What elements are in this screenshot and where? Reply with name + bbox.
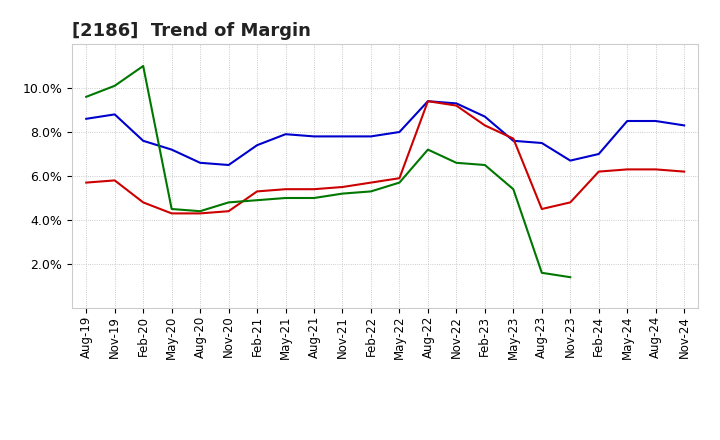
Ordinary Income: [680, 123, 688, 128]
Net Income: [652, 167, 660, 172]
Ordinary Income: [423, 99, 432, 104]
Operating Cashflow: [338, 191, 347, 196]
Operating Cashflow: [509, 187, 518, 192]
Net Income: [566, 200, 575, 205]
Ordinary Income: [310, 134, 318, 139]
Ordinary Income: [282, 132, 290, 137]
Operating Cashflow: [110, 83, 119, 88]
Net Income: [196, 211, 204, 216]
Net Income: [537, 206, 546, 212]
Net Income: [395, 176, 404, 181]
Net Income: [167, 211, 176, 216]
Ordinary Income: [537, 140, 546, 146]
Operating Cashflow: [480, 162, 489, 168]
Ordinary Income: [338, 134, 347, 139]
Operating Cashflow: [167, 206, 176, 212]
Ordinary Income: [595, 151, 603, 157]
Line: Ordinary Income: Ordinary Income: [86, 101, 684, 165]
Net Income: [366, 180, 375, 185]
Ordinary Income: [652, 118, 660, 124]
Operating Cashflow: [310, 195, 318, 201]
Operating Cashflow: [452, 160, 461, 165]
Ordinary Income: [253, 143, 261, 148]
Net Income: [310, 187, 318, 192]
Net Income: [338, 184, 347, 190]
Ordinary Income: [225, 162, 233, 168]
Net Income: [423, 99, 432, 104]
Operating Cashflow: [139, 63, 148, 69]
Operating Cashflow: [395, 180, 404, 185]
Net Income: [452, 103, 461, 108]
Ordinary Income: [366, 134, 375, 139]
Operating Cashflow: [225, 200, 233, 205]
Operating Cashflow: [282, 195, 290, 201]
Net Income: [110, 178, 119, 183]
Net Income: [595, 169, 603, 174]
Ordinary Income: [509, 138, 518, 143]
Operating Cashflow: [196, 209, 204, 214]
Operating Cashflow: [423, 147, 432, 152]
Net Income: [253, 189, 261, 194]
Line: Net Income: Net Income: [86, 101, 684, 213]
Ordinary Income: [566, 158, 575, 163]
Ordinary Income: [196, 160, 204, 165]
Ordinary Income: [480, 114, 489, 119]
Net Income: [623, 167, 631, 172]
Ordinary Income: [139, 138, 148, 143]
Net Income: [139, 200, 148, 205]
Operating Cashflow: [537, 270, 546, 275]
Net Income: [480, 123, 489, 128]
Operating Cashflow: [566, 275, 575, 280]
Net Income: [680, 169, 688, 174]
Operating Cashflow: [366, 189, 375, 194]
Operating Cashflow: [82, 94, 91, 99]
Net Income: [282, 187, 290, 192]
Ordinary Income: [167, 147, 176, 152]
Ordinary Income: [395, 129, 404, 135]
Ordinary Income: [452, 101, 461, 106]
Text: [2186]  Trend of Margin: [2186] Trend of Margin: [72, 22, 311, 40]
Net Income: [225, 209, 233, 214]
Ordinary Income: [623, 118, 631, 124]
Net Income: [509, 136, 518, 141]
Line: Operating Cashflow: Operating Cashflow: [86, 66, 570, 277]
Ordinary Income: [110, 112, 119, 117]
Operating Cashflow: [253, 198, 261, 203]
Ordinary Income: [82, 116, 91, 121]
Net Income: [82, 180, 91, 185]
